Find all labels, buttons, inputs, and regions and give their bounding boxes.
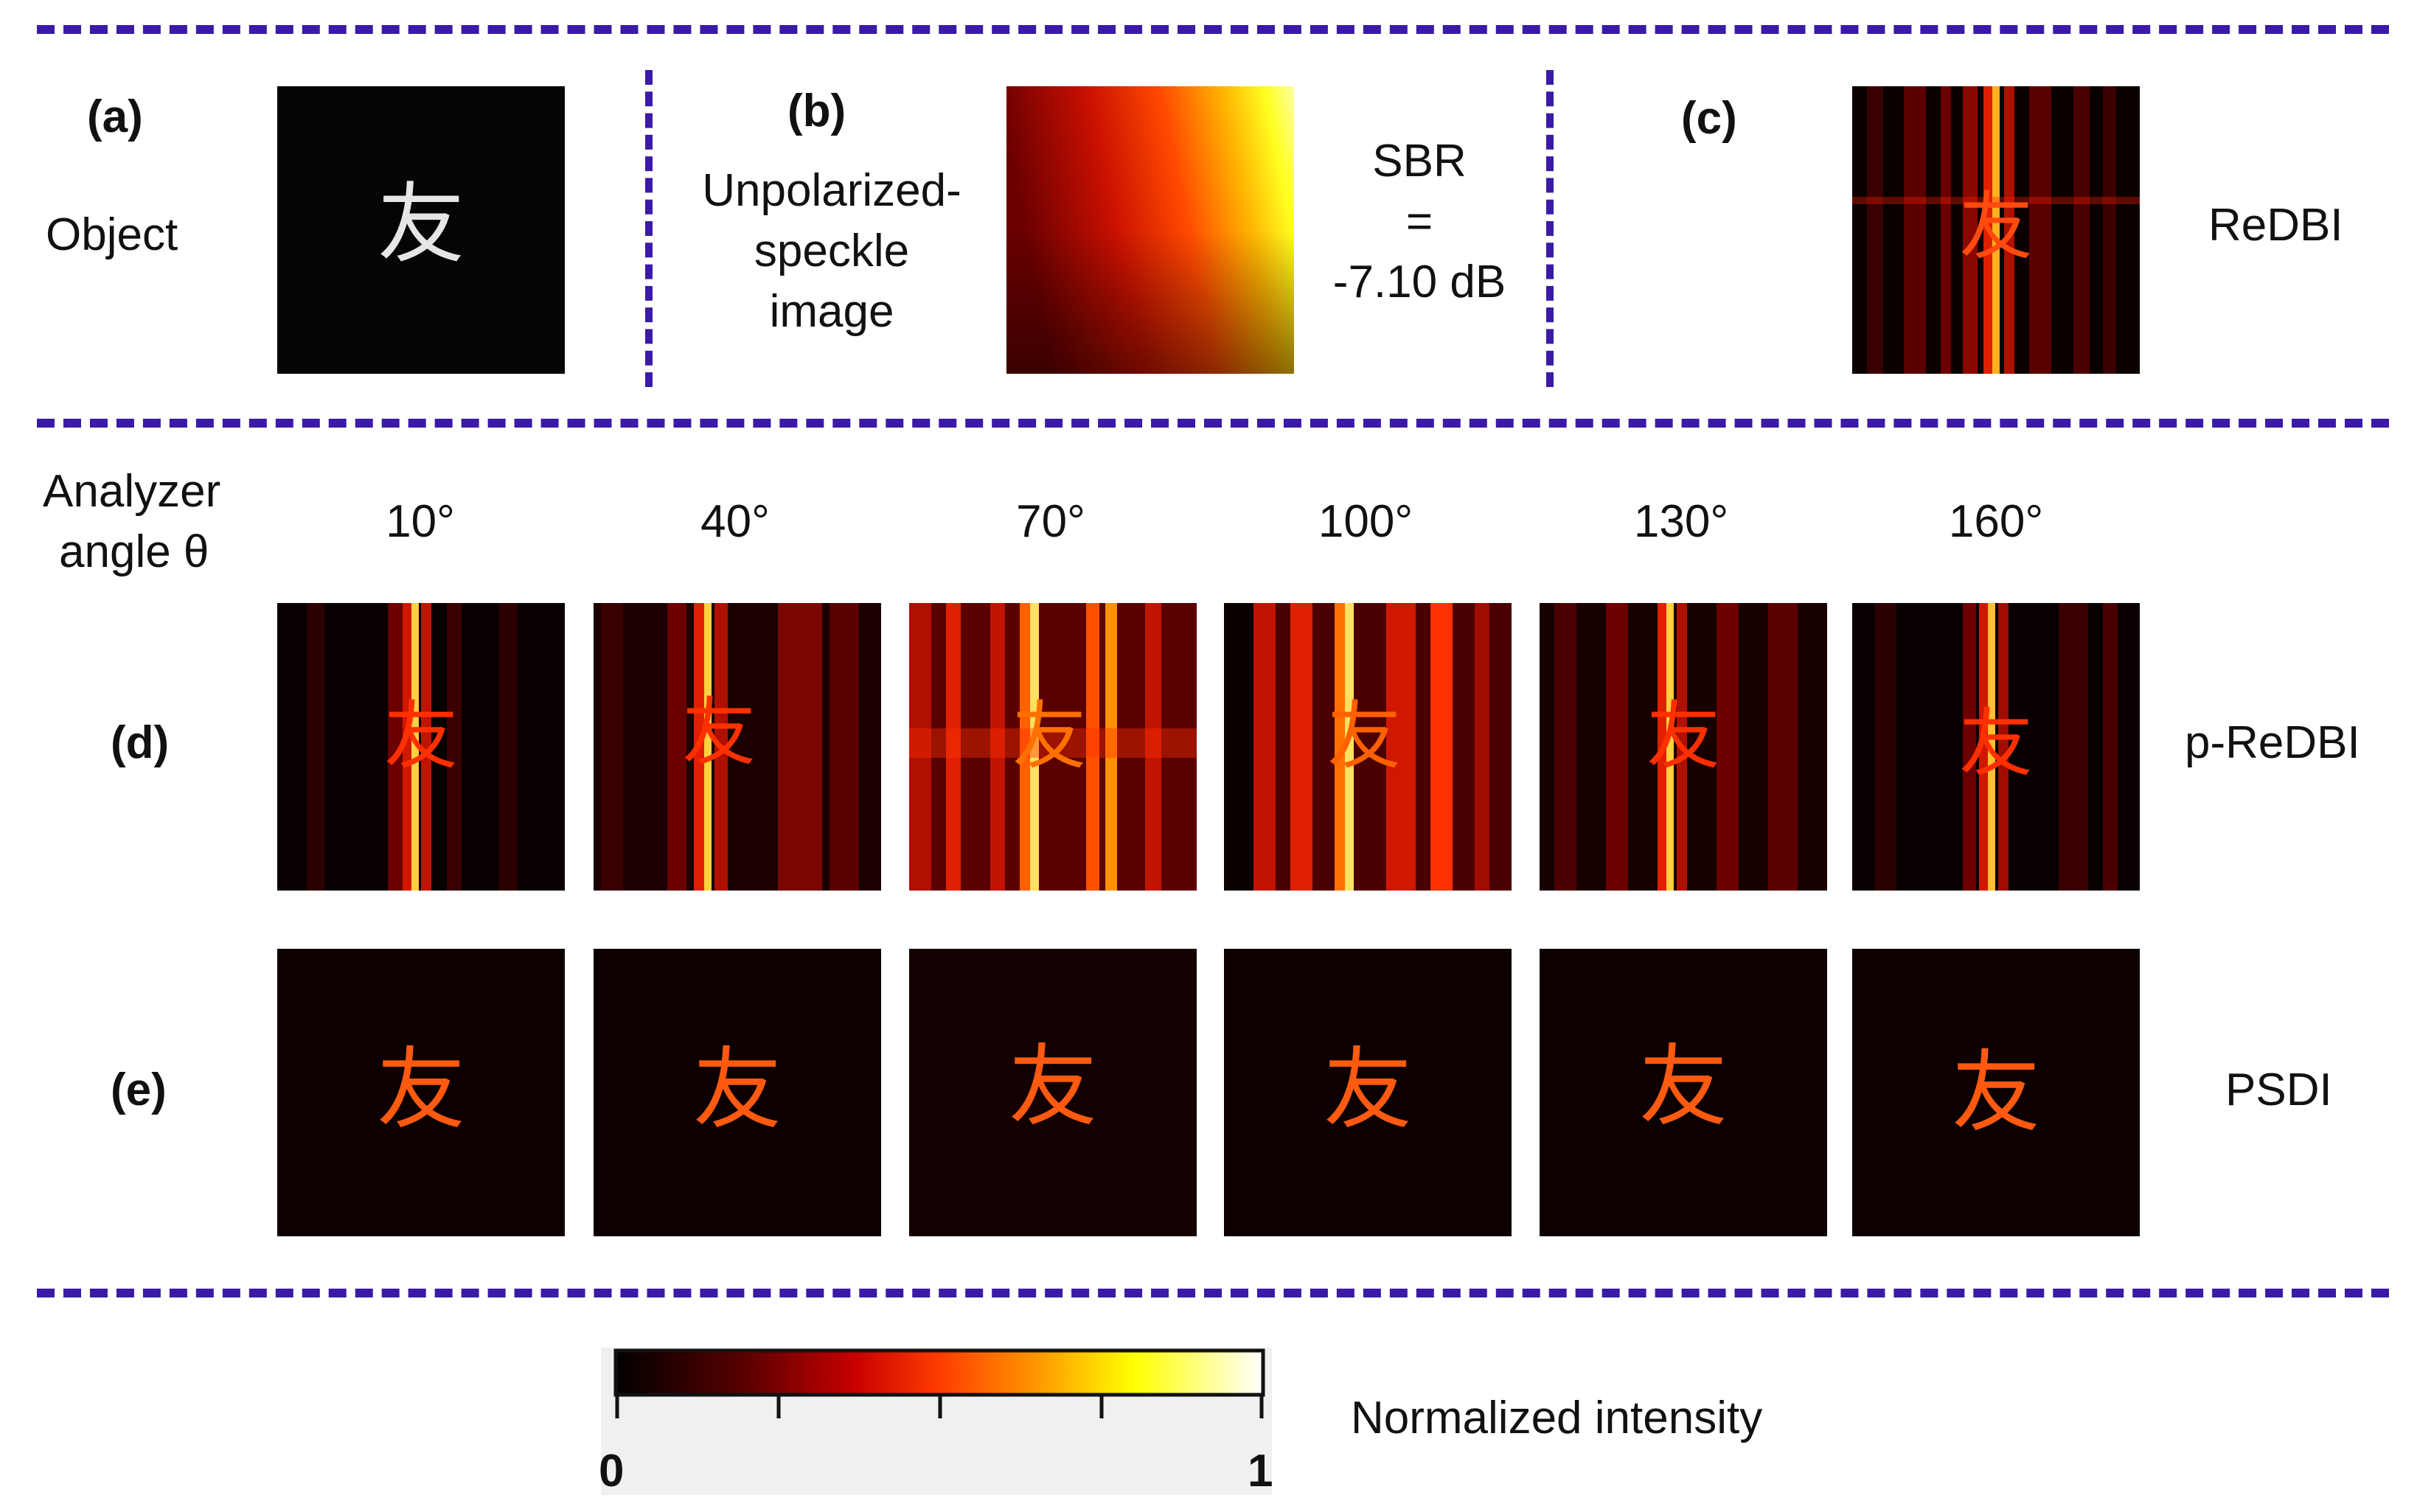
p-redbi-image-70: 友 bbox=[909, 603, 1197, 891]
colorbar-gradient bbox=[613, 1348, 1265, 1397]
speckle-caption-line-1: Unpolarized- bbox=[702, 165, 961, 216]
angle-label-70: 70° bbox=[1016, 496, 1085, 547]
sbr-line-1: SBR bbox=[1372, 136, 1467, 187]
speckle-caption-line-3: image bbox=[769, 286, 894, 337]
sbr-line-3: -7.10 dB bbox=[1332, 257, 1506, 307]
p-redbi-image-130: 友 bbox=[1540, 603, 1827, 891]
panel-d-label: (d) bbox=[111, 717, 170, 768]
svg-text:友: 友 bbox=[1327, 693, 1401, 779]
divider-bottom bbox=[37, 1289, 2389, 1297]
psdi-image-40: 友 bbox=[594, 949, 881, 1236]
colorbar-min-label: 0 bbox=[599, 1446, 625, 1497]
divider-vertical-right bbox=[1546, 70, 1554, 387]
svg-text:友: 友 bbox=[1959, 184, 2033, 270]
angle-label-100: 100° bbox=[1318, 496, 1413, 547]
p-redbi-image-40: 友 bbox=[594, 603, 881, 891]
angle-label-10: 10° bbox=[386, 496, 455, 547]
svg-text:友: 友 bbox=[1012, 693, 1086, 779]
p-redbi-image-100: 友 bbox=[1224, 603, 1512, 891]
svg-text:友: 友 bbox=[377, 1039, 465, 1141]
svg-text:友: 友 bbox=[1646, 693, 1720, 779]
psdi-image-70: 友 bbox=[909, 949, 1197, 1236]
panel-c-label: (c) bbox=[1681, 93, 1737, 144]
angle-label-160: 160° bbox=[1948, 496, 2044, 547]
method-psdi-label: PSDI bbox=[2225, 1065, 2332, 1115]
object-image: 友 bbox=[277, 86, 565, 374]
svg-text:友: 友 bbox=[1959, 700, 2033, 787]
analyzer-title-line-2: angle θ bbox=[59, 526, 209, 577]
analyzer-title-line-1: Analyzer bbox=[43, 466, 221, 517]
angle-label-40: 40° bbox=[700, 496, 770, 547]
divider-middle bbox=[37, 419, 2389, 428]
psdi-image-130: 友 bbox=[1540, 949, 1827, 1236]
svg-text:友: 友 bbox=[1324, 1039, 1412, 1141]
sbr-line-2: = bbox=[1405, 196, 1433, 247]
p-redbi-image-10: 友 bbox=[277, 603, 565, 891]
svg-text:友: 友 bbox=[1639, 1036, 1728, 1138]
psdi-image-100: 友 bbox=[1224, 949, 1512, 1236]
redbi-image: 友 bbox=[1852, 86, 2140, 374]
object-label: Object bbox=[46, 209, 178, 260]
panel-b-label: (b) bbox=[787, 86, 846, 136]
speckle-image bbox=[1006, 86, 1294, 374]
method-p-redbi-label: p-ReDBI bbox=[2185, 717, 2360, 768]
colorbar-title: Normalized intensity bbox=[1351, 1393, 1763, 1443]
svg-text:友: 友 bbox=[1952, 1042, 2040, 1144]
divider-vertical-left bbox=[645, 70, 653, 387]
object-glyph: 友 bbox=[378, 173, 465, 275]
panel-a-label: (a) bbox=[87, 91, 143, 142]
psdi-image-10: 友 bbox=[277, 949, 565, 1236]
p-redbi-image-160: 友 bbox=[1852, 603, 2140, 891]
divider-top bbox=[37, 25, 2389, 34]
angle-label-130: 130° bbox=[1633, 496, 1729, 547]
panel-e-label: (e) bbox=[111, 1065, 167, 1115]
method-redbi-label: ReDBI bbox=[2208, 200, 2343, 251]
colorbar-max-label: 1 bbox=[1248, 1446, 1273, 1497]
speckle-caption-line-2: speckle bbox=[754, 226, 910, 276]
psdi-image-160: 友 bbox=[1852, 949, 2140, 1236]
colorbar bbox=[601, 1348, 1272, 1495]
svg-text:友: 友 bbox=[682, 689, 756, 776]
svg-text:友: 友 bbox=[1009, 1036, 1097, 1138]
svg-text:友: 友 bbox=[693, 1039, 782, 1141]
svg-text:友: 友 bbox=[384, 693, 458, 779]
